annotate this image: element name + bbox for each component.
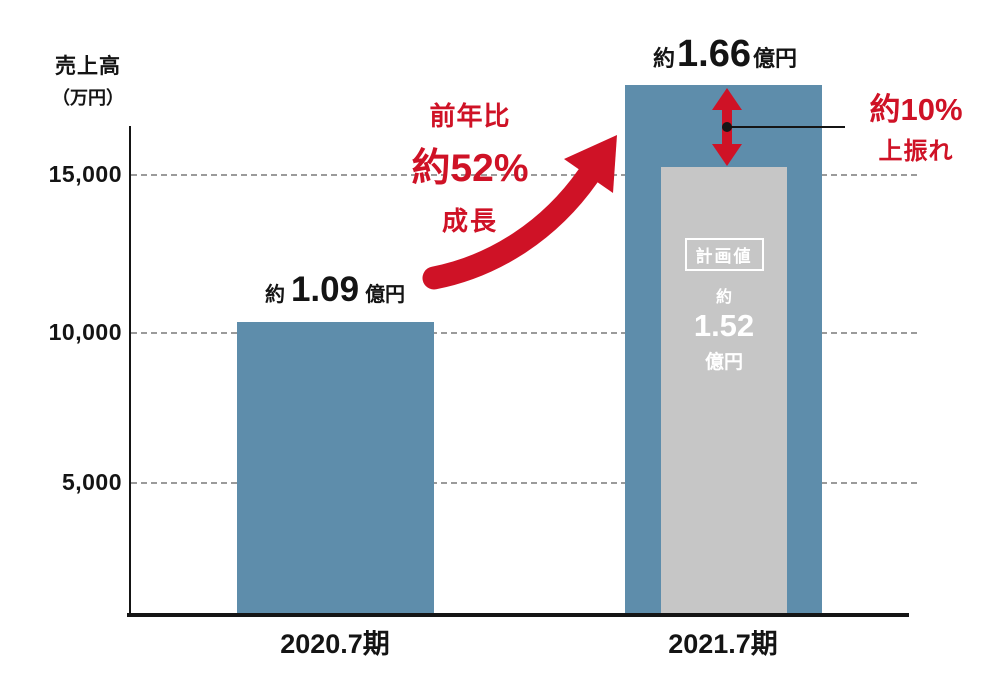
variance-line2: 上振れ	[878, 138, 954, 165]
plan-value-label: 計画値 約 1.52 億円	[661, 238, 787, 374]
bar-2021-unit: 億円	[752, 46, 797, 71]
y-axis-title-line1: 売上高	[55, 55, 121, 78]
plan-unit: 億円	[704, 352, 743, 374]
bar-2020-unit: 億円	[365, 284, 406, 306]
bar-2020-approx: 約	[264, 284, 285, 306]
variance-line1: 約10%	[869, 92, 963, 127]
x-axis-label-2020: 2020.7期	[280, 629, 390, 659]
bar-2020-actual	[237, 322, 434, 613]
bar-2021-value-label: 約1.66億円	[605, 33, 845, 76]
x-axis-label-2021: 2021.7期	[668, 629, 778, 659]
plan-value: 1.52	[693, 308, 755, 343]
plan-approx: 約	[715, 289, 732, 306]
x-axis-line	[127, 613, 909, 617]
bar-2021-approx: 約	[653, 46, 676, 71]
y-axis-title: 売上高 （万円）	[36, 50, 140, 110]
growth-line1: 前年比	[429, 101, 511, 131]
tick-label-5000: 5,000	[61, 469, 122, 495]
bar-2021-value: 1.66	[677, 33, 751, 75]
growth-curved-arrow-head-icon	[564, 135, 617, 193]
tick-label-15000: 15,000	[48, 161, 122, 187]
gridline-10000	[131, 332, 917, 334]
y-axis-line	[129, 126, 131, 617]
variance-annotation: 約10% 上振れ	[836, 84, 996, 166]
growth-line3: 成長	[441, 206, 498, 236]
plan-badge: 計画値	[684, 238, 764, 271]
growth-annotation: 前年比 約52% 成長	[390, 96, 550, 238]
tick-label-10000: 10,000	[48, 319, 122, 345]
bar-2020-value: 1.09	[290, 270, 360, 309]
y-axis-title-line2: （万円）	[52, 88, 124, 108]
bar-2020-value-label: 約 1.09 億円	[225, 270, 445, 310]
growth-line2: 約52%	[411, 147, 529, 190]
gridline-5000	[131, 482, 917, 484]
bar-2021-plan	[661, 167, 787, 613]
